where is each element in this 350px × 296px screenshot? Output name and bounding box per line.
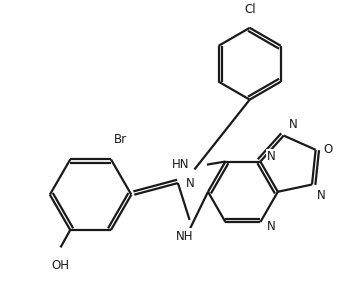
Text: OH: OH	[51, 259, 70, 272]
Text: N: N	[289, 118, 298, 131]
Text: O: O	[323, 143, 332, 156]
Text: N: N	[317, 189, 326, 202]
Text: NH: NH	[176, 230, 194, 243]
Text: N: N	[186, 176, 194, 189]
Text: Br: Br	[114, 133, 127, 146]
Text: N: N	[267, 150, 276, 163]
Text: Cl: Cl	[244, 3, 256, 16]
Text: N: N	[267, 221, 276, 233]
Text: HN: HN	[172, 158, 190, 171]
